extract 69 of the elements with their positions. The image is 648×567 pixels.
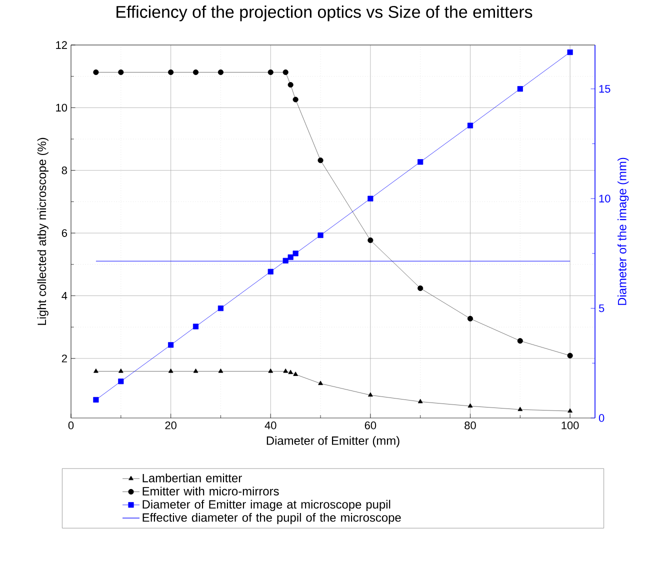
point [368,196,374,202]
y-tick-label: 6 [62,229,67,237]
x-tick-label: 20 [165,422,176,430]
point [288,370,294,374]
point [418,159,424,165]
point [467,122,474,128]
y-tick-label: 12 [56,41,67,49]
point [268,268,274,274]
point [118,69,124,76]
y-tick-label: 2 [62,354,67,362]
point [318,232,324,238]
y2-axis-title: Diameter of the image (mm) [618,158,629,305]
point [218,306,224,312]
point [218,69,224,76]
point [567,352,573,358]
x-tick-label: 60 [364,422,376,430]
point [292,250,298,256]
point [118,378,124,384]
point [93,69,99,76]
point [288,254,294,260]
legend-label: Diameter of Emitter image at microscope pupil [142,500,390,511]
y-tick-label: 4 [62,292,68,300]
y-tick-label: 8 [62,166,67,174]
legend-label: Emitter with micro-mirrors [142,486,279,496]
point [418,285,424,292]
point [418,398,423,404]
point [318,158,324,164]
point [192,69,199,76]
y2-tick-label: 5 [598,304,604,312]
point [168,368,174,373]
x-tick-label: 40 [264,422,276,430]
point [268,368,274,373]
point [193,368,198,373]
x-axis-title: Diameter of Emitter (mm) [266,436,400,448]
y-axis-title: Light collected atby microscope (%) [37,138,48,325]
x-tick-label: 80 [464,422,476,430]
point [467,316,474,322]
point [292,96,298,102]
point [168,69,174,76]
point [517,86,523,92]
point [282,258,288,264]
point [268,69,274,76]
chart-title: Efficiency of the projection optics vs Size of the emitters [116,6,532,22]
point [517,338,523,344]
point [368,237,374,244]
point [288,82,294,88]
point [282,69,288,76]
legend-label: Effective diameter of the pupil of the microscope [142,512,401,524]
point [518,406,523,412]
point [318,380,323,386]
point [368,392,373,397]
point [468,403,473,408]
point [283,368,288,373]
x-tick-label: 100 [562,422,579,430]
y2-tick-label: 0 [598,414,604,422]
legend-label: Lambertian emitter [142,474,242,482]
point [567,49,573,56]
point [118,368,124,373]
x-tick-label: 0 [68,422,74,430]
point [192,324,199,330]
point [94,368,98,373]
y-tick-label: 10 [56,104,68,112]
point [568,408,572,413]
point [93,397,99,403]
y2-tick-label: 10 [599,194,610,202]
point [218,368,224,373]
point [168,342,174,348]
point [293,372,298,376]
y2-tick-label: 15 [599,85,610,93]
